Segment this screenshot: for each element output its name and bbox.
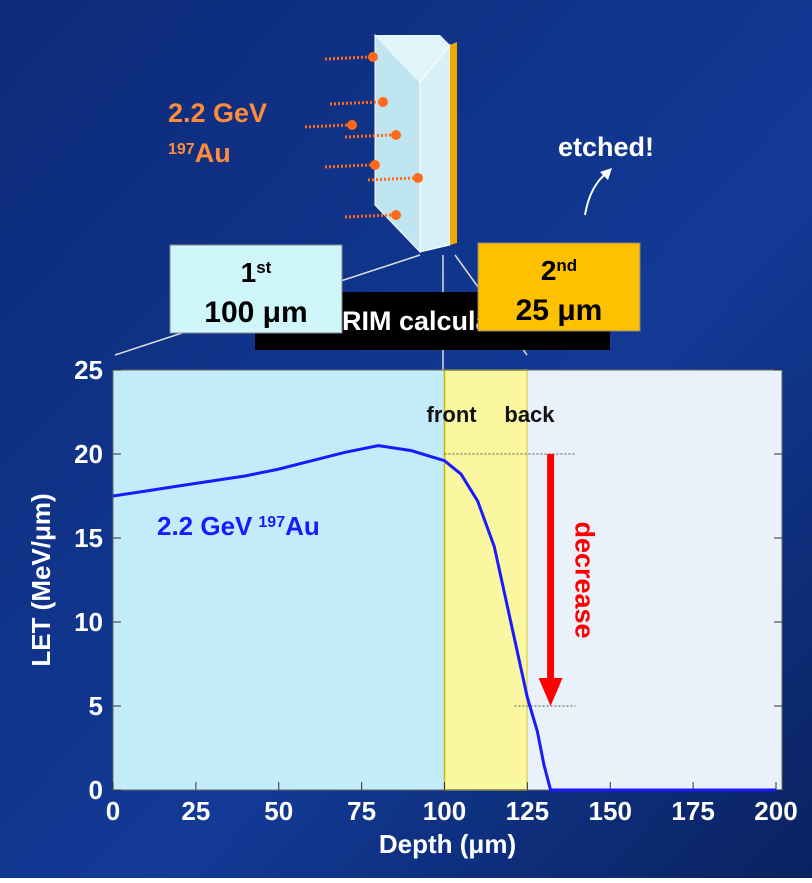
region <box>113 370 445 790</box>
x-tick-label: 175 <box>671 796 714 826</box>
region <box>527 370 782 790</box>
y-tick-label: 10 <box>74 607 103 637</box>
y-tick-label: 25 <box>74 355 103 385</box>
series-name-tail: Au <box>285 511 320 541</box>
x-tick-label: 0 <box>106 796 120 826</box>
y-tick-label: 20 <box>74 439 103 469</box>
beam-label: 2.2 GeV <box>168 98 267 128</box>
arrow-label: decrease <box>570 521 600 638</box>
region <box>445 370 528 790</box>
x-tick-label: 150 <box>589 796 632 826</box>
x-axis-label: Depth (μm) <box>379 829 516 859</box>
x-tick-label: 75 <box>347 796 376 826</box>
x-tick-label: 200 <box>754 796 797 826</box>
region-label: back <box>504 402 555 427</box>
x-tick-label: 125 <box>506 796 549 826</box>
x-tick-label: 50 <box>264 796 293 826</box>
slide: SRIM calculation 1st 100 μm 2nd 25 μm 2.… <box>0 0 812 878</box>
first-thickness: 100 μm <box>204 296 307 329</box>
region-label: front <box>427 402 478 427</box>
series-name: 2.2 GeV <box>157 511 253 541</box>
y-axis-label: LET (MeV/μm) <box>26 493 56 666</box>
series-name-sup: 197 <box>258 514 285 531</box>
second-thickness: 25 μm <box>516 294 603 327</box>
page: {"chart_data": {"type": "line", "x_label… <box>0 0 812 878</box>
y-tick-label: 15 <box>74 523 103 553</box>
etched-label: etched! <box>558 132 654 162</box>
x-tick-label: 100 <box>423 796 466 826</box>
x-tick-label: 25 <box>181 796 210 826</box>
y-tick-label: 5 <box>89 691 103 721</box>
y-tick-label: 0 <box>89 775 103 805</box>
series-label: 2.2 GeV 197Au <box>157 511 320 541</box>
